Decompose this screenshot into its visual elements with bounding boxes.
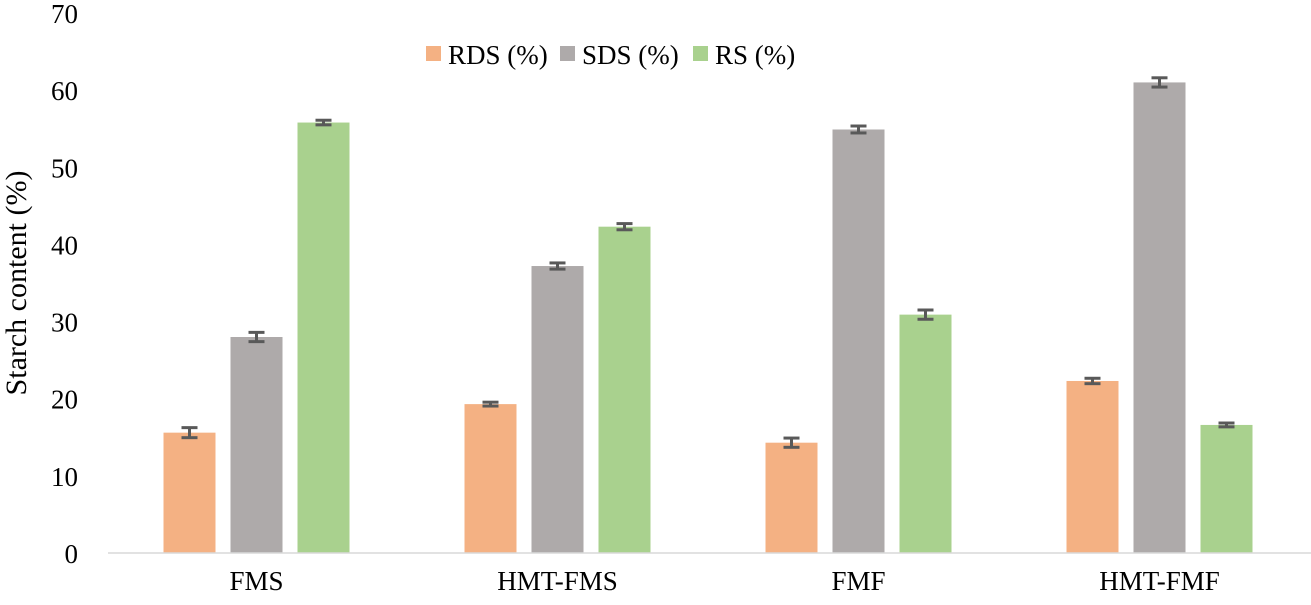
error-bar — [549, 261, 566, 271]
y-tick-label: 60 — [51, 76, 78, 106]
x-tick-label: FMS — [229, 566, 283, 596]
error-bar — [181, 426, 198, 440]
bar-rds-hmt-fms — [464, 404, 517, 553]
error-bar — [315, 118, 332, 127]
error-bar — [616, 222, 633, 232]
bar-rs-fms — [297, 122, 350, 554]
legend-swatch — [426, 46, 441, 61]
error-bar — [1151, 76, 1168, 89]
error-bar — [248, 330, 265, 344]
y-tick-label: 20 — [51, 385, 78, 415]
x-tick-label: FMF — [831, 566, 885, 596]
legend-label: RDS (%) — [448, 40, 548, 70]
legend-item: RDS (%) — [426, 40, 548, 70]
bar-rs-hmt-fmf — [1200, 424, 1253, 553]
legend-item: RS (%) — [693, 40, 795, 70]
error-bar — [783, 436, 800, 449]
y-axis-ticks: 0 10 20 30 40 50 60 70 — [51, 0, 78, 569]
bar-sds-hmt-fms — [531, 266, 584, 553]
error-bar — [850, 124, 867, 135]
bar-sds-hmt-fmf — [1133, 82, 1186, 553]
bar-rds-fms — [163, 432, 216, 553]
error-bar — [1218, 421, 1235, 429]
legend-swatch — [693, 46, 708, 61]
y-axis-label: Starch content (%) — [0, 171, 33, 396]
y-tick-label: 70 — [51, 0, 78, 29]
error-bar — [917, 308, 934, 321]
bar-sds-fmf — [832, 129, 885, 553]
bar-sds-fms — [230, 337, 283, 553]
legend-label: RS (%) — [715, 40, 795, 70]
y-tick-label: 40 — [51, 230, 78, 260]
bar-rds-fmf — [765, 442, 818, 553]
legend-label: SDS (%) — [582, 40, 679, 70]
legend-swatch — [560, 46, 575, 61]
bar-rs-fmf — [899, 314, 952, 553]
y-tick-label: 30 — [51, 308, 78, 338]
bar-rs-hmt-fms — [598, 226, 651, 553]
x-axis-ticks: FMS HMT-FMS FMF HMT-FMF — [229, 566, 1219, 596]
error-bar — [482, 400, 499, 408]
y-tick-label: 10 — [51, 462, 78, 492]
x-tick-label: HMT-FMS — [497, 566, 618, 596]
bar-rds-hmt-fmf — [1066, 380, 1119, 553]
bars — [163, 76, 1253, 554]
x-tick-label: HMT-FMF — [1099, 566, 1220, 596]
y-tick-label: 50 — [51, 153, 78, 183]
error-bar — [1084, 376, 1101, 386]
legend: RDS (%) SDS (%) RS (%) — [426, 40, 795, 70]
legend-item: SDS (%) — [560, 40, 679, 70]
y-tick-label: 0 — [65, 539, 79, 569]
